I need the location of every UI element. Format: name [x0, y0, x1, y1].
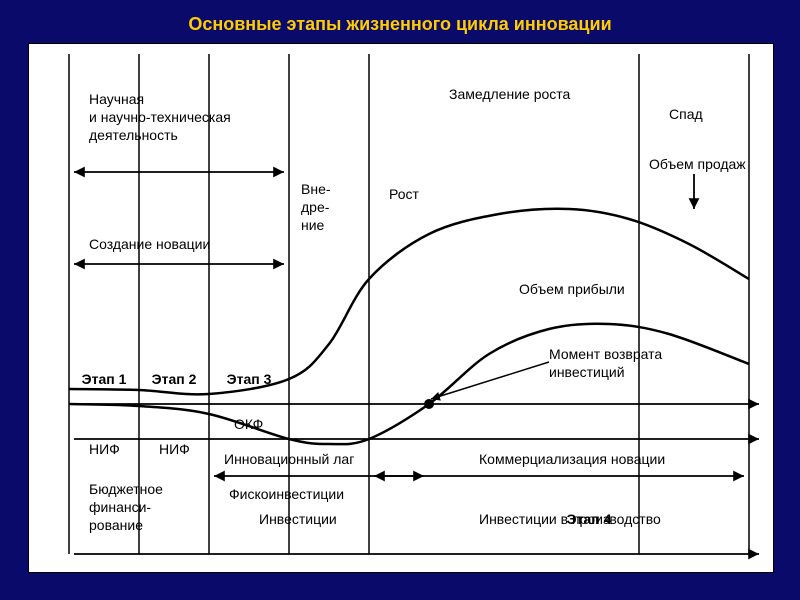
svg-text:Объем прибыли: Объем прибыли [519, 281, 625, 297]
innovation-lifecycle-diagram: Научнаяи научно-техническаядеятельностьЗ… [28, 43, 774, 573]
svg-text:Рост: Рост [389, 186, 420, 202]
svg-text:Вне-дре-ние: Вне-дре-ние [301, 181, 331, 233]
svg-text:Момент возвратаинвестиций: Момент возвратаинвестиций [549, 346, 662, 380]
svg-text:Замедление роста: Замедление роста [449, 86, 571, 102]
svg-text:Бюджетноефинанси-рование: Бюджетноефинанси-рование [89, 481, 163, 533]
svg-text:НИФ: НИФ [89, 441, 120, 457]
diagram-svg: Научнаяи научно-техническаядеятельностьЗ… [29, 44, 773, 572]
svg-text:Этап 2: Этап 2 [152, 371, 197, 387]
slide-title: Основные этапы жизненного цикла инноваци… [0, 0, 800, 43]
svg-text:Фискоинвестиции: Фискоинвестиции [229, 486, 344, 502]
svg-text:Инвестиции: Инвестиции [259, 511, 337, 527]
svg-text:Создание новации: Создание новации [89, 236, 210, 252]
svg-text:НИФ: НИФ [159, 441, 190, 457]
svg-text:Спад: Спад [669, 106, 703, 122]
slide: Основные этапы жизненного цикла инноваци… [0, 0, 800, 600]
svg-text:Этап 4: Этап 4 [567, 511, 612, 527]
svg-text:Объем продаж: Объем продаж [649, 156, 746, 172]
svg-text:Этап 1: Этап 1 [82, 371, 127, 387]
svg-text:Коммерциализация новации: Коммерциализация новации [479, 451, 665, 467]
svg-text:Инновационный лаг: Инновационный лаг [224, 451, 354, 467]
svg-text:Этап 3: Этап 3 [227, 371, 272, 387]
svg-text:ОКФ: ОКФ [234, 416, 263, 432]
